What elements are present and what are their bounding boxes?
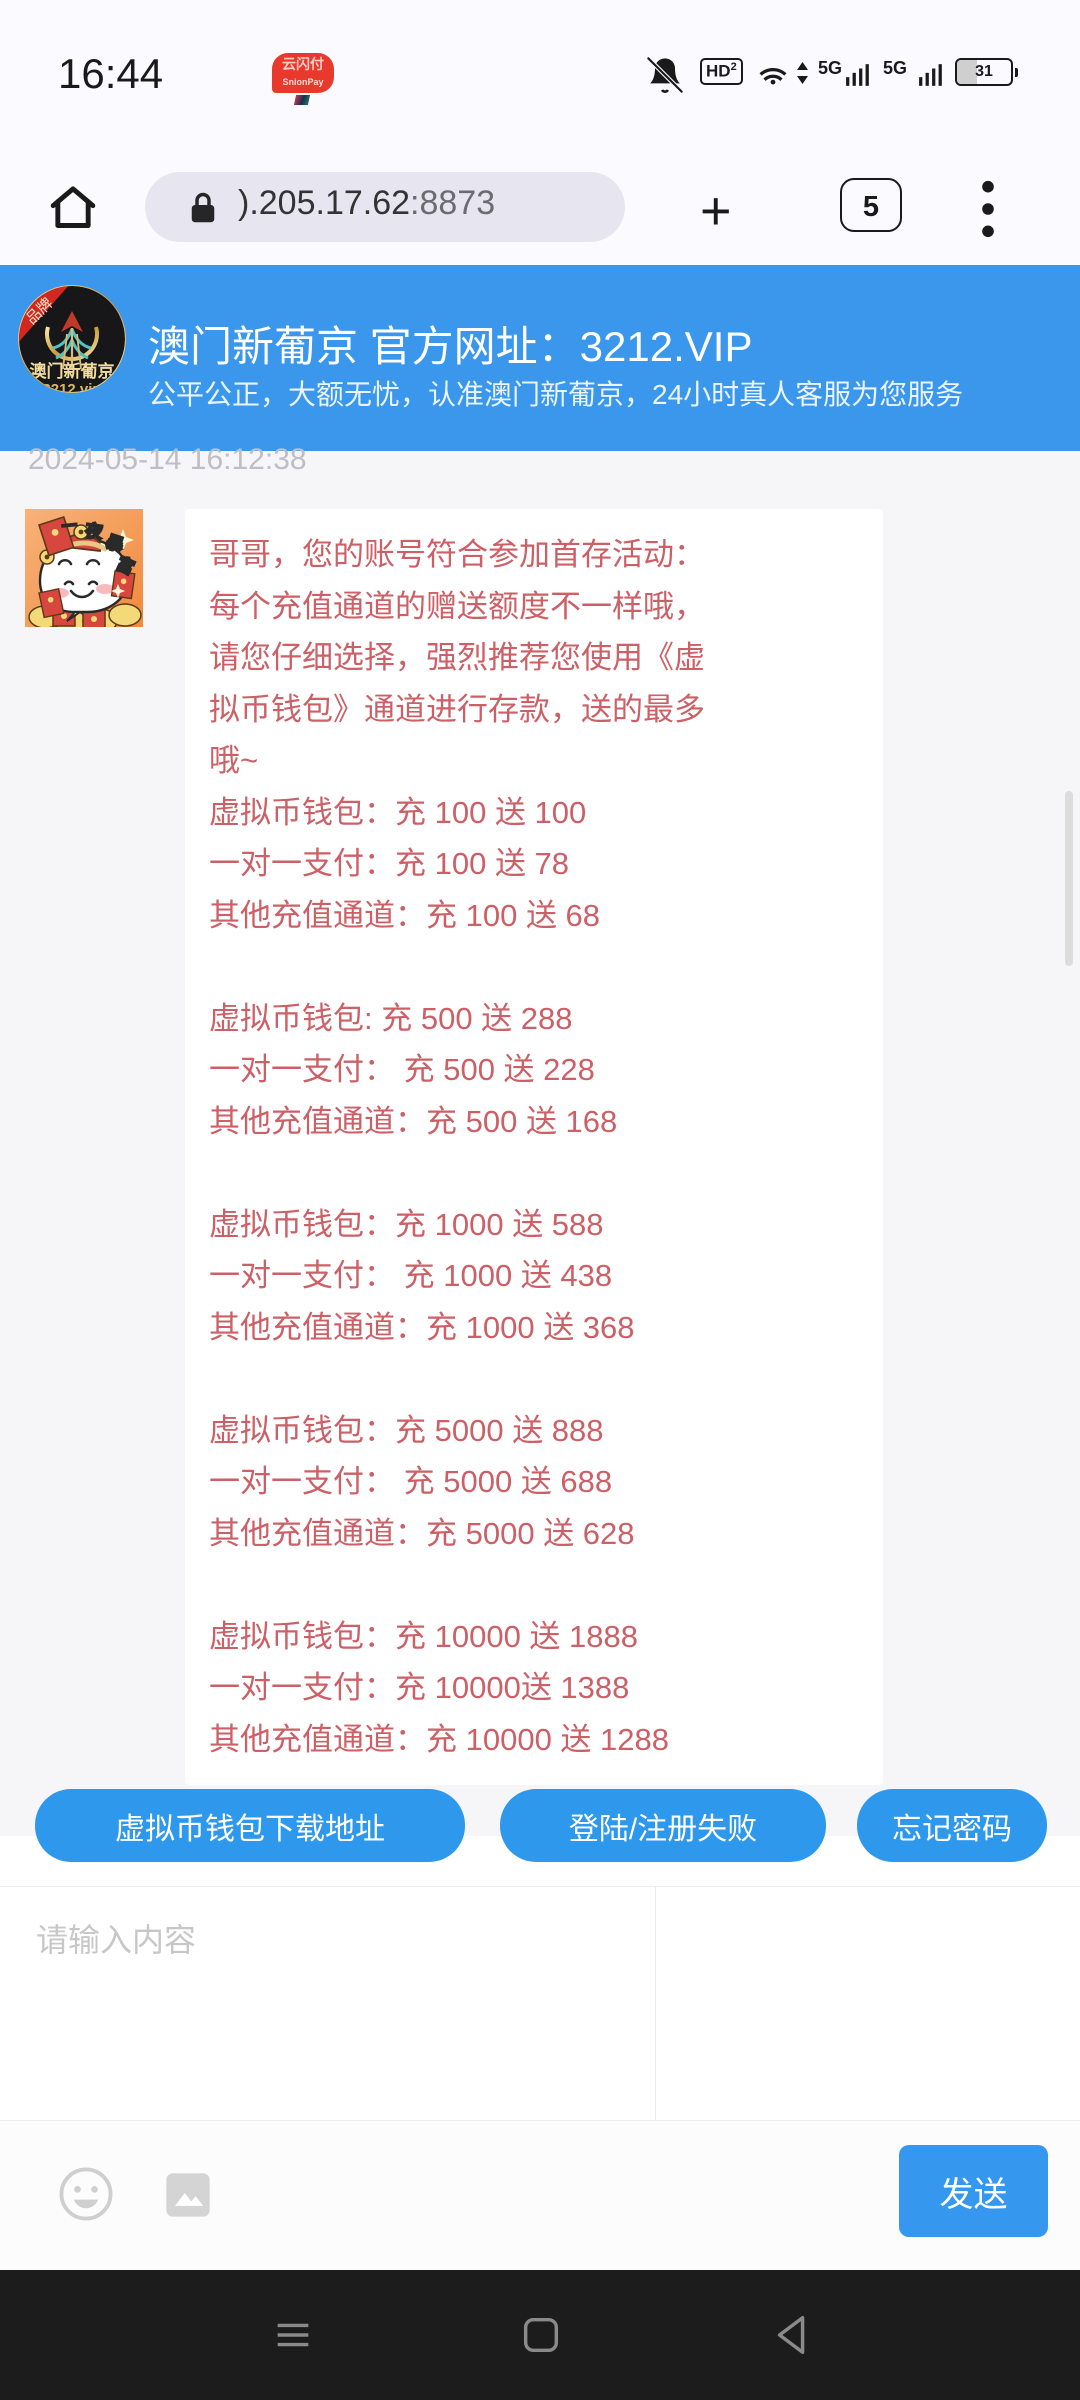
svg-text:澳门新葡京: 澳门新葡京 <box>30 361 115 381</box>
svg-text:一: 一 <box>61 517 78 535</box>
